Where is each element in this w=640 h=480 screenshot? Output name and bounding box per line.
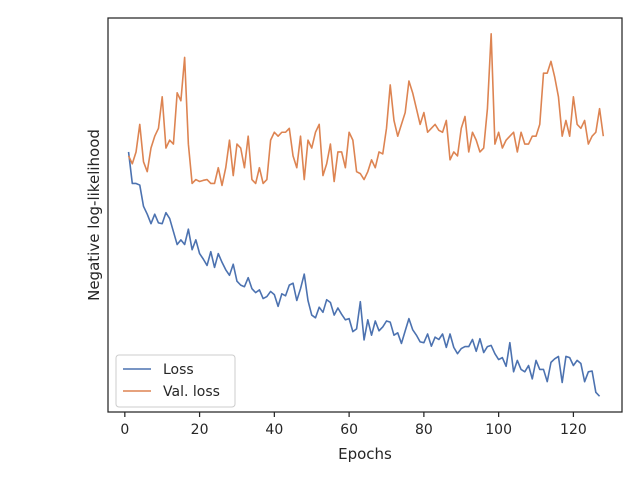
legend-label-val-loss: Val. loss [163, 384, 220, 400]
legend: Loss Val. loss [115, 354, 236, 408]
x-tick-label: 100 [485, 422, 512, 438]
series-layer [127, 32, 605, 397]
legend-box [115, 354, 236, 408]
x-axis-ticks: 0 20 40 60 80 100 120 [120, 412, 587, 438]
x-tick-label: 40 [265, 422, 283, 438]
x-tick-label: 0 [120, 422, 129, 438]
series-line-loss [127, 151, 601, 397]
x-axis-title: Epochs [338, 445, 392, 463]
legend-label-loss: Loss [163, 362, 194, 378]
plot-frame [107, 17, 623, 413]
plot-background [108, 18, 622, 412]
x-tick-label: 120 [560, 422, 587, 438]
x-tick-label: 60 [340, 422, 358, 438]
y-axis-title: Negative log-likelihood [85, 129, 103, 301]
series-line-val-loss [127, 32, 605, 187]
x-tick-label: 80 [415, 422, 433, 438]
x-tick-label: 20 [191, 422, 209, 438]
